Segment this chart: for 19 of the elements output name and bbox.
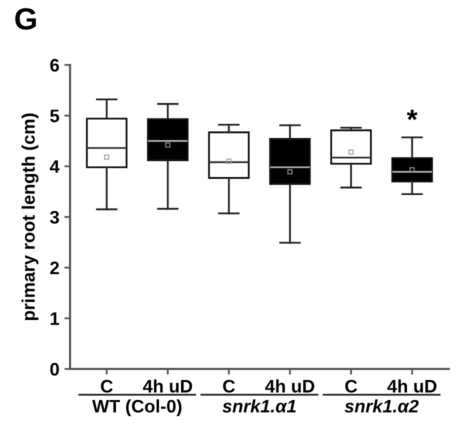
text: snrk1.α1 [222,399,296,413]
x-tick-label: 4h uD [387,379,436,393]
annotation: * [406,110,418,120]
text: snrk1.α2 [344,399,419,413]
y-tick-label: 6 [50,58,59,72]
y-tick-label: 2 [50,262,59,274]
text: WT (Col-0) [92,399,182,416]
chart-title: G [15,8,36,30]
y-tick-label: 4 [50,160,60,173]
y-tick-label: 3 [50,210,59,224]
x-tick-label: C [223,380,235,393]
y-tick-label: 5 [50,110,60,122]
x-tick-label: C [100,380,113,393]
x-tick-label: C [345,380,358,393]
y-tick-label: 0 [50,362,59,376]
y-tick-label: 1 [50,312,60,325]
y-axis-title: primary root length (cm) [22,113,38,320]
x-tick-label: 4h uD [265,379,314,393]
x-tick-label: 4h uD [142,379,192,393]
